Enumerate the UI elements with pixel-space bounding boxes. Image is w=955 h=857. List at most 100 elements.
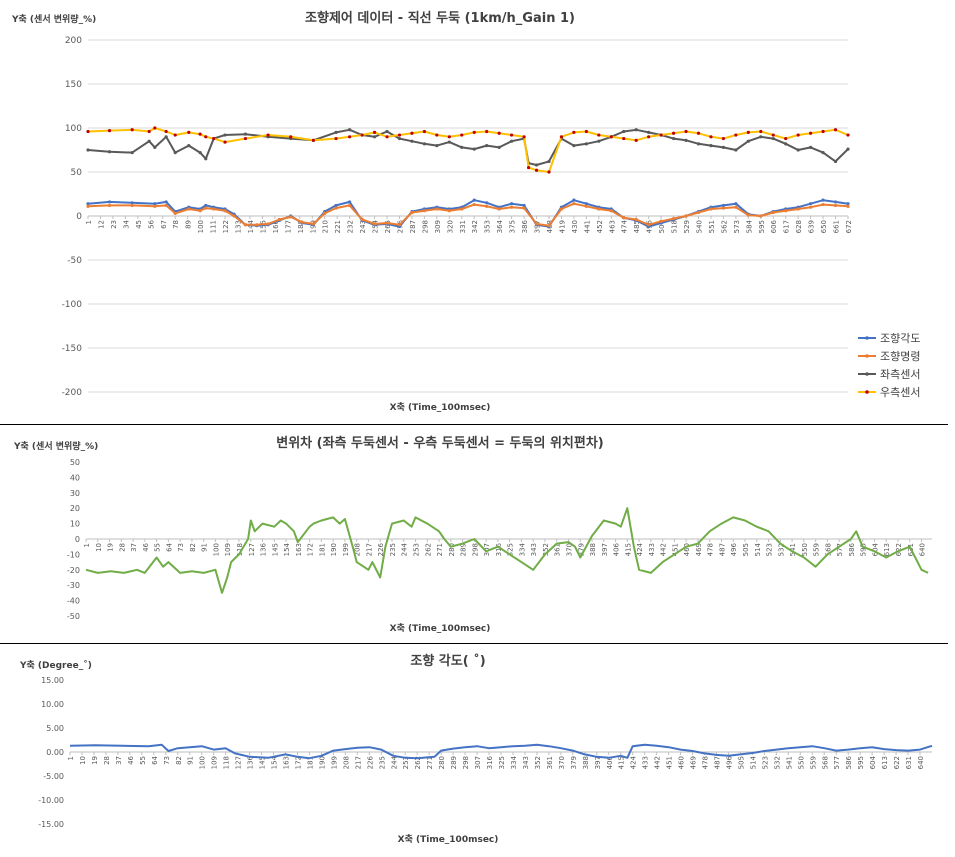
x-tick-label: 100 (197, 220, 205, 233)
data-point (526, 166, 531, 170)
data-point (198, 151, 202, 155)
x-tick-label: 181 (306, 756, 314, 769)
x-tick-label: 433 (648, 543, 656, 556)
x-tick-label: 226 (377, 542, 385, 556)
data-point (833, 128, 838, 132)
data-point (460, 133, 464, 137)
x-tick-label: 244 (401, 542, 409, 556)
x-tick-label: 397 (601, 543, 609, 556)
x-tick-label: 10 (95, 543, 103, 552)
x-tick-label: 364 (496, 219, 504, 233)
data-point (212, 207, 216, 211)
x-axis: 1 10 19 28 37 46 55 64 73 82 91 100 109 118 127 136 145 1… (67, 752, 925, 769)
x-tick-label: 562 (720, 220, 728, 233)
x-tick-label: 342 (471, 220, 479, 233)
data-point (204, 157, 208, 161)
x-tick-label: 307 (483, 543, 491, 556)
x-tick-label: 133 (235, 220, 243, 233)
y-tick-label: -150 (62, 344, 83, 354)
data-point (572, 198, 576, 202)
data-point (289, 215, 293, 219)
x-tick-label: 208 (342, 756, 350, 769)
series-우측센서 (86, 126, 850, 174)
x-tick-label: 613 (881, 756, 889, 769)
x-tick-label: 496 (730, 542, 738, 556)
x-tick-label: 177 (284, 220, 292, 233)
x-axis-label: X축 (Time_100msec) (390, 401, 491, 413)
data-point (107, 150, 112, 154)
x-tick-label: 289 (450, 756, 458, 769)
y-tick-label: 200 (65, 36, 82, 46)
y-axis: 50 40 30 20 10 0 -10 -20 -30 -40 -50 (67, 458, 80, 621)
x-tick-label: 23 (110, 220, 118, 229)
data-point (622, 216, 626, 220)
x-tick-label: 451 (671, 543, 679, 556)
data-point (671, 217, 676, 221)
x-tick-label: 424 (636, 542, 644, 556)
x-tick-label: 37 (115, 756, 123, 765)
x-tick-label: 12 (97, 220, 105, 229)
legend-label: 좌측센서 (880, 368, 920, 381)
data-point (497, 145, 501, 149)
y-axis-label: Y축 (Degree_˚) (19, 659, 92, 671)
data-point (759, 135, 763, 139)
y-tick-label: -50 (67, 256, 82, 266)
x-tick-label: 316 (495, 542, 503, 556)
steering-control-chart: 조향제어 데이터 - 직선 두둑 (1km/h_Gain 1) Y축 (센서 변위… (11, 10, 920, 413)
data-point (334, 130, 338, 134)
data-point (833, 159, 838, 164)
data-point (485, 144, 489, 148)
x-tick-label: 505 (742, 543, 750, 556)
data-point (671, 136, 676, 141)
x-tick-label: 595 (857, 756, 865, 769)
data-point (534, 222, 539, 226)
x-tick-label: 604 (871, 542, 879, 556)
x-tick-label: 73 (177, 543, 185, 552)
data-point (846, 202, 850, 206)
x-tick-label: 64 (151, 755, 159, 764)
data-point (435, 207, 439, 211)
x-tick-label: 325 (498, 756, 506, 769)
data-point (334, 206, 338, 210)
x-tick-label: 262 (424, 543, 432, 556)
data-point (204, 206, 208, 210)
data-point (223, 140, 227, 144)
x-tick-label: 280 (438, 756, 446, 769)
data-point (721, 206, 726, 210)
x-tick-label: 100 (212, 543, 220, 556)
data-point (86, 204, 90, 208)
data-point (821, 129, 825, 134)
data-point (372, 130, 377, 134)
divider (0, 643, 948, 644)
y-tick-label: 50 (71, 168, 83, 178)
data-point (435, 144, 439, 148)
legend-label: 조향명령 (880, 350, 920, 363)
x-tick-label: 217 (365, 543, 373, 556)
x-tick-label: 127 (235, 756, 243, 769)
x-tick-label: 487 (714, 756, 722, 769)
x-tick-label: 617 (783, 220, 791, 233)
x-tick-label: 46 (127, 755, 135, 764)
x-tick-label: 1 (83, 543, 91, 547)
x-tick-label: 210 (322, 220, 330, 233)
data-point (659, 133, 663, 137)
x-tick-label: 199 (330, 756, 338, 769)
x-tick-label: 217 (354, 756, 362, 769)
x-tick-label: 478 (702, 756, 710, 769)
x-tick-label: 532 (773, 756, 781, 769)
x-tick-label: 595 (860, 543, 868, 556)
data-point (447, 135, 451, 139)
data-point (609, 135, 613, 139)
data-point (385, 135, 389, 139)
data-point (833, 203, 838, 208)
x-tick-label: 166 (272, 219, 280, 233)
x-tick-label: 145 (259, 756, 267, 769)
data-point (266, 222, 270, 226)
x-tick-label: 650 (820, 220, 828, 233)
data-point (130, 128, 134, 132)
x-tick-label: 145 (271, 543, 279, 556)
x-tick-label: 343 (530, 543, 538, 556)
x-tick-label: 469 (690, 756, 698, 769)
y-tick-label: 0 (75, 535, 80, 544)
